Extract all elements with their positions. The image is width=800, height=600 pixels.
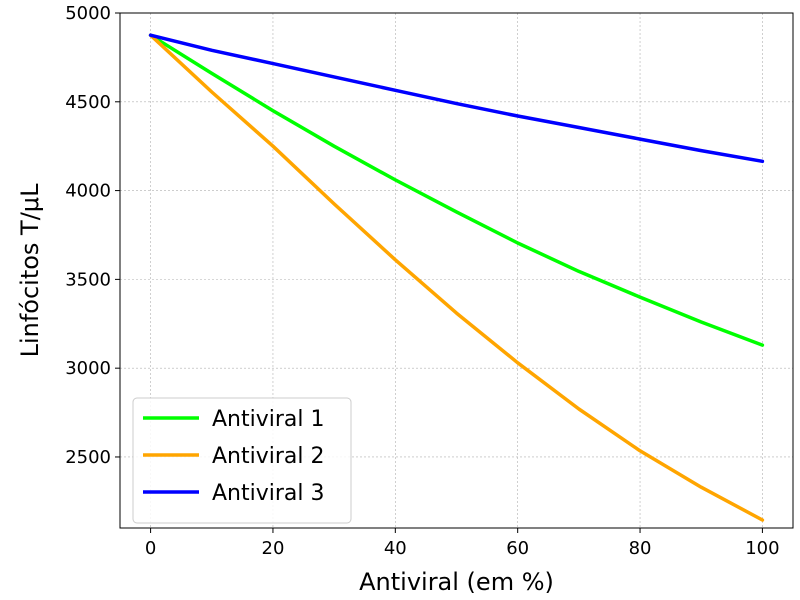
series-line-antiviral-2 (148, 33, 765, 522)
axis-ticks: 0 20 40 60 80 100 2500 3000 3500 4000 4500 5000 (65, 3, 779, 559)
y-tick-label: 3500 (65, 269, 111, 290)
y-tick-label: 4000 (65, 181, 111, 202)
y-axis-title: Linfócitos T/μL (16, 183, 44, 357)
x-axis-title: Antiviral (em %) (359, 568, 554, 596)
legend-label: Antiviral 3 (212, 481, 325, 506)
legend-label: Antiviral 2 (212, 444, 325, 469)
y-tick-label: 4500 (65, 92, 111, 113)
plot-area (119, 12, 794, 529)
x-tick-label: 100 (745, 538, 779, 559)
legend: Antiviral 1 Antiviral 2 Antiviral 3 (132, 397, 352, 524)
y-tick-label: 3000 (65, 358, 111, 379)
x-tick-label: 60 (506, 538, 529, 559)
series-lines (148, 33, 765, 522)
series-line-antiviral-1 (148, 33, 765, 347)
x-tick-label: 0 (145, 538, 156, 559)
legend-label: Antiviral 1 (212, 407, 325, 432)
y-tick-label: 2500 (65, 447, 111, 468)
series-line-antiviral-3 (148, 33, 765, 164)
x-tick-label: 80 (629, 538, 652, 559)
x-tick-label: 40 (384, 538, 407, 559)
y-tick-label: 5000 (65, 3, 111, 24)
x-tick-label: 20 (262, 538, 285, 559)
